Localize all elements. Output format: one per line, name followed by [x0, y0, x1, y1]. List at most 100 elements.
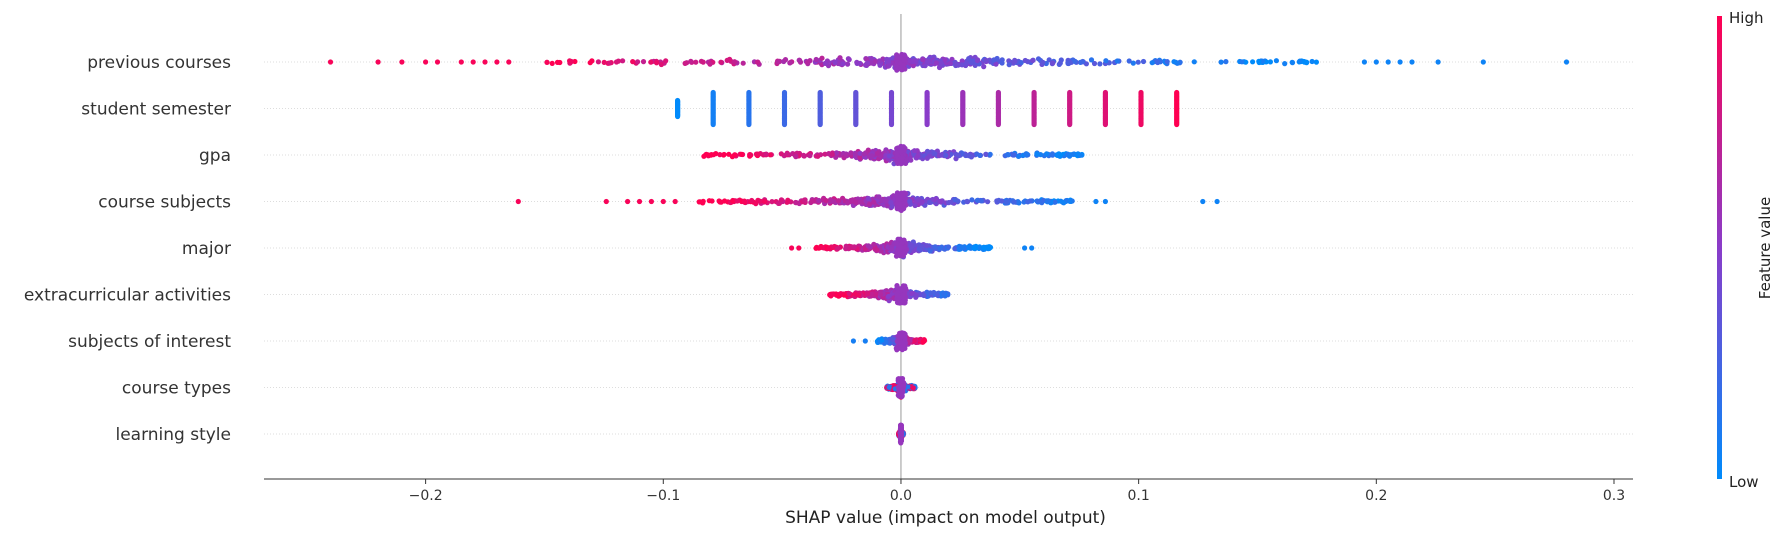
data-point	[831, 199, 837, 205]
data-point	[734, 198, 740, 204]
data-point	[1250, 59, 1256, 65]
data-point	[947, 60, 954, 66]
data-point	[888, 121, 895, 128]
feature-label: extracurricular activities	[24, 286, 231, 306]
data-point	[879, 337, 885, 343]
data-point	[915, 153, 921, 159]
x-axis-title: SHAP value (impact on model output)	[785, 508, 1106, 528]
data-point	[1075, 151, 1081, 157]
data-point	[897, 203, 903, 209]
data-point	[978, 198, 985, 204]
data-point	[327, 59, 334, 65]
data-point	[862, 338, 868, 344]
data-point	[876, 194, 882, 200]
data-point	[899, 333, 905, 340]
data-point	[900, 292, 906, 298]
data-point	[1031, 121, 1037, 128]
data-point	[923, 243, 930, 249]
data-point	[763, 151, 769, 157]
data-point	[981, 244, 987, 251]
data-point	[732, 59, 738, 65]
data-point	[840, 61, 846, 67]
data-point	[717, 152, 723, 158]
data-point	[898, 345, 905, 351]
data-point	[865, 195, 872, 202]
data-point	[857, 199, 863, 205]
data-point	[861, 151, 867, 157]
data-point	[897, 439, 904, 445]
data-point	[865, 291, 871, 297]
data-point	[817, 244, 823, 250]
data-point	[1140, 58, 1147, 65]
data-point	[845, 56, 852, 62]
data-point	[506, 59, 512, 65]
data-point	[648, 59, 654, 65]
data-point	[778, 197, 785, 203]
data-point	[1044, 151, 1050, 157]
data-point	[1067, 153, 1073, 159]
data-point	[423, 59, 429, 65]
data-point	[959, 58, 965, 64]
data-point	[716, 198, 722, 204]
data-point	[572, 58, 578, 65]
data-point	[902, 249, 908, 255]
x-tick-label: −0.2	[409, 488, 443, 504]
data-point	[968, 60, 974, 66]
data-point	[1022, 245, 1028, 251]
data-point	[850, 338, 857, 344]
data-point	[901, 57, 907, 63]
data-point	[886, 384, 892, 390]
data-point	[1006, 58, 1012, 64]
data-point	[920, 339, 926, 345]
data-point	[1011, 199, 1017, 205]
data-point	[895, 145, 901, 151]
data-point	[1385, 59, 1391, 65]
data-point	[817, 121, 823, 128]
data-point	[874, 247, 880, 253]
data-point	[909, 244, 915, 250]
data-point	[654, 60, 660, 66]
data-point	[1065, 60, 1071, 66]
feature-label: subjects of interest	[68, 332, 231, 352]
data-point	[1040, 59, 1046, 65]
data-point	[1256, 58, 1262, 64]
data-point	[934, 292, 941, 298]
data-point	[926, 153, 933, 159]
data-points	[327, 51, 1570, 446]
data-point	[789, 245, 795, 251]
data-point	[1154, 58, 1160, 65]
data-point	[886, 63, 892, 69]
data-point	[784, 151, 790, 157]
data-point	[815, 153, 821, 159]
data-point	[885, 293, 892, 300]
data-point	[1289, 60, 1296, 66]
data-point	[1114, 58, 1120, 64]
data-point	[942, 57, 948, 63]
data-point	[901, 341, 908, 347]
data-point	[1057, 60, 1063, 66]
data-point	[1214, 198, 1220, 205]
data-point	[940, 291, 947, 297]
data-point	[908, 157, 914, 163]
data-point	[767, 152, 773, 158]
data-point	[741, 198, 748, 204]
data-point	[964, 198, 970, 204]
data-point	[658, 61, 665, 68]
data-point	[871, 199, 877, 205]
data-point	[897, 300, 903, 306]
data-point	[826, 245, 832, 251]
data-point	[890, 336, 896, 343]
data-point	[862, 246, 868, 252]
data-point	[781, 121, 788, 128]
data-point	[793, 200, 799, 206]
data-point	[787, 60, 793, 66]
data-point	[895, 384, 901, 390]
data-point	[603, 198, 609, 205]
data-point	[1309, 58, 1315, 65]
data-point	[458, 59, 464, 65]
data-point	[955, 152, 961, 158]
data-point	[1174, 121, 1180, 128]
data-point	[601, 59, 607, 65]
data-point	[1034, 151, 1040, 157]
data-point	[912, 337, 918, 344]
